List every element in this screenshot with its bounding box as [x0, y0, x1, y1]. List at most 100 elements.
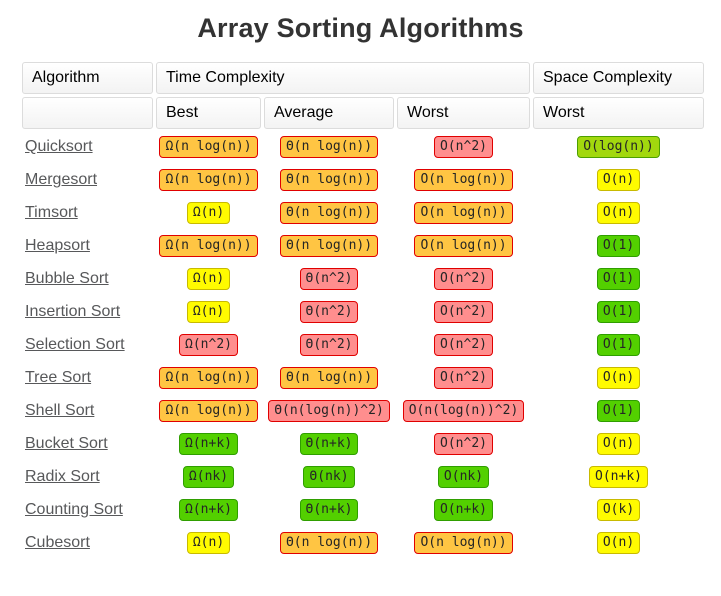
header-space-complexity: Space Complexity [533, 62, 704, 94]
complexity-badge: O(1) [596, 334, 641, 356]
algorithm-link[interactable]: Cubesort [25, 534, 90, 551]
complexity-cell: Θ(n log(n)) [264, 132, 394, 162]
algorithm-cell: Radix Sort [22, 462, 153, 492]
complexity-badge: Θ(n^2) [299, 334, 359, 356]
complexity-cell: Ω(n log(n)) [156, 132, 261, 162]
header-average: Average [264, 97, 394, 129]
algorithm-cell: Cubesort [22, 528, 153, 558]
algorithm-link[interactable]: Mergesort [25, 171, 98, 188]
complexity-cell: O(n^2) [397, 264, 530, 294]
complexity-badge: O(n^2) [434, 433, 493, 455]
complexity-badge: O(nk) [437, 466, 490, 488]
complexity-badge: Ω(n) [186, 268, 231, 290]
complexity-cell: O(n) [533, 528, 704, 558]
complexity-cell: Θ(n log(n)) [264, 198, 394, 228]
complexity-badge: Θ(n(log(n))^2) [268, 400, 390, 422]
complexity-badge: O(log(n)) [577, 136, 660, 158]
complexity-badge: O(n+k) [434, 499, 493, 521]
complexity-badge: O(n log(n)) [414, 235, 513, 257]
complexity-badge: Θ(n^2) [299, 268, 359, 290]
complexity-badge: Θ(nk) [303, 466, 355, 488]
complexity-badge: O(n^2) [434, 334, 493, 356]
complexity-cell: Ω(n) [156, 198, 261, 228]
algorithm-cell: Heapsort [22, 231, 153, 261]
complexity-badge: Ω(n log(n)) [159, 169, 258, 191]
header-row-1: Algorithm Time Complexity Space Complexi… [22, 62, 704, 94]
complexity-cell: O(n^2) [397, 363, 530, 393]
complexity-badge: O(n) [596, 532, 641, 554]
table-row: Mergesort Ω(n log(n)) Θ(n log(n)) O(n log(n… [22, 165, 704, 195]
complexity-badge: O(n^2) [434, 268, 493, 290]
complexity-badge: O(n log(n)) [414, 532, 513, 554]
complexity-cell: O(k) [533, 495, 704, 525]
complexity-cell: O(1) [533, 330, 704, 360]
complexity-cell: O(1) [533, 264, 704, 294]
complexity-badge: Ω(n log(n)) [159, 136, 258, 158]
complexity-cell: O(n+k) [533, 462, 704, 492]
complexity-badge: Ω(n log(n)) [159, 400, 258, 422]
header-algorithm: Algorithm [22, 62, 153, 94]
table-row: Counting Sort Ω(n+k) Θ(n+k) O(n+k) O(k) [22, 495, 704, 525]
algorithm-cell: Mergesort [22, 165, 153, 195]
complexity-cell: Θ(n^2) [264, 297, 394, 327]
complexity-badge: Θ(n log(n)) [279, 202, 379, 224]
algorithm-link[interactable]: Selection Sort [25, 336, 125, 353]
complexity-cell: Ω(n) [156, 528, 261, 558]
complexity-badge: O(n^2) [434, 367, 493, 389]
sorting-algorithms-table: Algorithm Time Complexity Space Complexi… [19, 59, 707, 561]
complexity-badge: O(1) [596, 235, 641, 257]
algorithm-link[interactable]: Shell Sort [25, 402, 95, 419]
header-worst-space: Worst [533, 97, 704, 129]
complexity-cell: O(n log(n)) [397, 528, 530, 558]
complexity-cell: O(n^2) [397, 132, 530, 162]
complexity-badge: O(n) [596, 202, 641, 224]
complexity-cell: O(n log(n)) [397, 231, 530, 261]
complexity-badge: O(n^2) [434, 301, 493, 323]
complexity-cell: Ω(n log(n)) [156, 396, 261, 426]
complexity-cell: O(n) [533, 363, 704, 393]
algorithm-cell: Tree Sort [22, 363, 153, 393]
table-row: Bucket Sort Ω(n+k) Θ(n+k) O(n^2) O(n) [22, 429, 704, 459]
algorithm-cell: Counting Sort [22, 495, 153, 525]
complexity-cell: Θ(n log(n)) [264, 165, 394, 195]
complexity-badge: O(n) [596, 169, 641, 191]
complexity-cell: Θ(n(log(n))^2) [264, 396, 394, 426]
complexity-badge: Θ(n log(n)) [279, 169, 379, 191]
algorithm-link[interactable]: Radix Sort [25, 468, 100, 485]
algorithm-link[interactable]: Heapsort [25, 237, 90, 254]
table-row: Shell Sort Ω(n log(n)) Θ(n(log(n))^2) O(n(l… [22, 396, 704, 426]
table-row: Radix Sort Ω(nk) Θ(nk) O(nk) O(n+k) [22, 462, 704, 492]
algorithm-cell: Shell Sort [22, 396, 153, 426]
complexity-badge: Ω(n^2) [179, 334, 238, 356]
complexity-cell: Ω(n) [156, 264, 261, 294]
complexity-cell: O(n(log(n))^2) [397, 396, 530, 426]
algorithm-link[interactable]: Bucket Sort [25, 435, 108, 452]
complexity-cell: Ω(n log(n)) [156, 165, 261, 195]
complexity-badge: O(n) [596, 433, 641, 455]
algorithm-link[interactable]: Timsort [25, 204, 78, 221]
header-empty [22, 97, 153, 129]
complexity-badge: O(1) [596, 268, 641, 290]
table-row: Heapsort Ω(n log(n)) Θ(n log(n)) O(n log(n)… [22, 231, 704, 261]
complexity-badge: Θ(n^2) [299, 301, 359, 323]
complexity-cell: O(log(n)) [533, 132, 704, 162]
complexity-badge: Ω(n log(n)) [159, 367, 258, 389]
complexity-cell: O(n+k) [397, 495, 530, 525]
table-row: Tree Sort Ω(n log(n)) Θ(n log(n)) O(n^2) O(n… [22, 363, 704, 393]
header-time-complexity: Time Complexity [156, 62, 530, 94]
algorithm-cell: Bubble Sort [22, 264, 153, 294]
algorithm-cell: Insertion Sort [22, 297, 153, 327]
complexity-cell: Θ(n log(n)) [264, 231, 394, 261]
complexity-cell: O(n log(n)) [397, 198, 530, 228]
complexity-badge: Ω(n+k) [179, 433, 238, 455]
algorithm-link[interactable]: Tree Sort [25, 369, 92, 386]
algorithm-link[interactable]: Insertion Sort [25, 303, 121, 320]
algorithm-link[interactable]: Counting Sort [25, 501, 123, 518]
table-row: Bubble Sort Ω(n) Θ(n^2) O(n^2) O(1) [22, 264, 704, 294]
algorithm-link[interactable]: Bubble Sort [25, 270, 109, 287]
complexity-cell: O(1) [533, 297, 704, 327]
table-row: Quicksort Ω(n log(n)) Θ(n log(n)) O(n^2) O(l… [22, 132, 704, 162]
complexity-badge: O(1) [596, 400, 641, 422]
complexity-cell: Θ(nk) [264, 462, 394, 492]
algorithm-link[interactable]: Quicksort [25, 138, 93, 155]
